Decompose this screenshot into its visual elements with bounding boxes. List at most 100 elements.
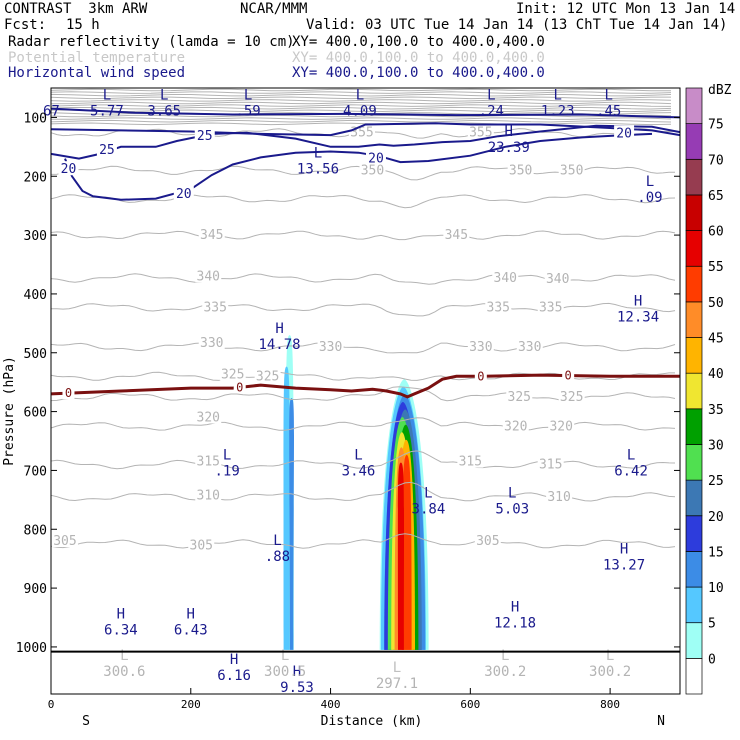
- extremum-value: 5.77: [90, 103, 124, 119]
- extremum-marker: H: [187, 606, 195, 622]
- theta-contour-label: 345: [200, 228, 223, 243]
- extremum-marker: H: [117, 606, 125, 622]
- colorbar-swatch: [685, 479, 703, 517]
- y-tick-label: 800: [24, 523, 47, 538]
- colorbar-level-label: 35: [708, 403, 724, 418]
- wind-contour-label: 20: [176, 187, 192, 202]
- y-tick-label: 300: [24, 229, 47, 244]
- y-tick-label: 100: [24, 111, 47, 126]
- colorbar-swatch: [685, 551, 703, 588]
- freezing-level-label: 0: [565, 369, 572, 383]
- freezing-level-label: 0: [236, 380, 243, 394]
- legend-wind-label: Horizontal wind speed: [8, 65, 186, 81]
- y-tick-label: 700: [24, 464, 47, 479]
- theta-label-bg: [474, 533, 501, 548]
- y-tick-label: 500: [24, 347, 47, 362]
- strato-theta-line: [50, 117, 672, 120]
- y-tick-label: 600: [24, 406, 47, 421]
- theta-contour-label: 315: [459, 455, 482, 470]
- strato-theta-line: [50, 93, 672, 97]
- theta-label-bg: [443, 227, 470, 242]
- legend-theta-xy: XY= 400.0,100.0 to 400.0,400.0: [292, 50, 545, 66]
- extremum-value: 14.78: [258, 337, 300, 353]
- wind-contour-label: 20: [61, 162, 77, 177]
- theta-isentrope: [50, 417, 676, 431]
- strato-theta-line: [50, 88, 671, 92]
- theta-contour-label: 320: [504, 419, 527, 434]
- extremum-value: 1.23: [541, 103, 575, 119]
- y-tick-label: 900: [24, 582, 47, 597]
- colorbar-level-label: 45: [708, 332, 724, 347]
- x-tick-label: 600: [460, 698, 480, 711]
- theta-contour-label: 310: [197, 489, 220, 504]
- fcst-label: Fcst:: [4, 17, 47, 33]
- legend-theta-label: Potential temperature: [8, 50, 186, 66]
- extremum-value: 3.65: [147, 103, 181, 119]
- extremum-marker: L: [627, 447, 635, 463]
- freezing-label-bg: [62, 386, 75, 400]
- north-end-label: N: [657, 714, 665, 729]
- theta-label-bg: [502, 418, 529, 433]
- wind-label-bg: [96, 141, 117, 156]
- extremum-marker: H: [230, 652, 238, 668]
- theta-label-bg: [506, 388, 533, 403]
- colorbar-level-label: 65: [708, 189, 724, 204]
- theta-isentrope: [50, 230, 676, 241]
- theta-contour-label: 330: [469, 340, 492, 355]
- extremum-marker: L: [424, 486, 432, 502]
- theta-contour-label: 305: [476, 534, 499, 549]
- extremum-marker: H: [505, 124, 513, 140]
- theta-label-bg: [317, 338, 344, 353]
- theta-contour-label: 330: [200, 336, 223, 351]
- colorbar-swatch: [685, 444, 703, 481]
- theta-extremum-value: 300.5: [264, 664, 306, 680]
- colorbar-level-label: 75: [708, 118, 724, 133]
- theta-label-bg: [546, 488, 573, 503]
- colorbar-level-label: 5: [708, 617, 716, 632]
- theta-isentrope: [50, 273, 676, 285]
- theta-extremum-marker: L: [501, 648, 509, 664]
- wind-contour-label: 20: [616, 126, 632, 141]
- theta-contour-label: 325: [560, 390, 583, 405]
- theta-label-bg: [198, 334, 225, 349]
- wind-isotach: [50, 107, 681, 119]
- theta-label-bg: [188, 537, 215, 552]
- theta-extremum-value: 300.2: [589, 664, 631, 680]
- colorbar-swatch: [685, 586, 703, 624]
- valid-time: Valid: 03 UTC Tue 14 Jan 14 (13 ChT Tue …: [306, 17, 728, 33]
- theta-contour-label: 355: [350, 126, 373, 141]
- theta-label-bg: [457, 453, 484, 468]
- extremum-value: 6.42: [614, 463, 648, 479]
- colorbar-level-label: 10: [708, 581, 724, 596]
- theta-label-bg: [195, 487, 222, 502]
- strato-theta-line: [50, 96, 671, 100]
- theta-label-bg: [544, 271, 571, 286]
- y-tick-label: 400: [24, 288, 47, 303]
- theta-extremum-value: 300.6: [103, 664, 145, 680]
- init-time: Init: 12 UTC Mon 13 Jan 14: [516, 1, 736, 17]
- extremum-marker: H: [511, 599, 519, 615]
- strato-theta-line: [50, 114, 672, 118]
- theta-label-bg: [492, 270, 519, 285]
- theta-extremum-marker: L: [281, 648, 289, 664]
- colorbar-swatch: [685, 194, 703, 231]
- extremum-value: 5.03: [495, 502, 529, 518]
- extremum-value: 3.46: [342, 463, 376, 479]
- theta-contour-label: 330: [518, 340, 541, 355]
- colorbar-level-label: 55: [708, 260, 724, 275]
- colorbar-level-label: 15: [708, 545, 724, 560]
- strato-theta-line: [50, 104, 672, 107]
- colorbar-swatch: [685, 622, 703, 659]
- strato-theta-line: [50, 109, 672, 113]
- freezing-level-label: 0: [477, 369, 484, 383]
- wind-isotach: [64, 132, 653, 201]
- colorbar-level-label: 20: [708, 510, 724, 525]
- y-tick-label: 200: [24, 170, 47, 185]
- y-axis-label: Pressure (hPa): [2, 356, 17, 466]
- freezing-label-bg: [562, 368, 575, 382]
- theta-label-bg: [202, 299, 229, 314]
- reflectivity-band: [397, 462, 405, 650]
- theta-contour-label: 340: [494, 271, 517, 286]
- extremum-value: 23.39: [488, 140, 530, 156]
